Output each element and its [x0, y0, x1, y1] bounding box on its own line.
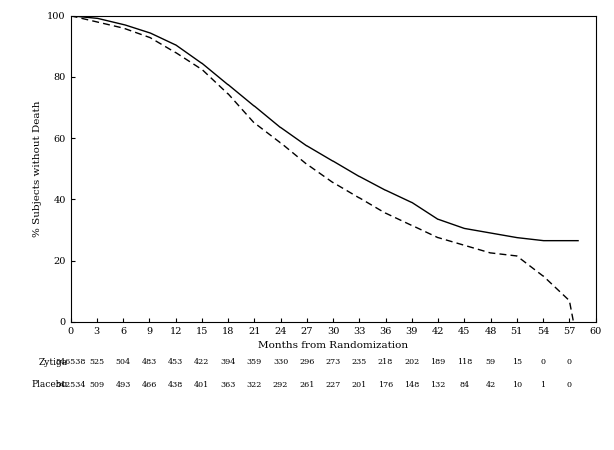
Text: 227: 227 — [325, 381, 341, 389]
Text: 201: 201 — [352, 381, 367, 389]
Text: 394: 394 — [220, 358, 236, 366]
Text: 0: 0 — [567, 358, 572, 366]
Text: 202: 202 — [404, 358, 419, 366]
Text: 504: 504 — [115, 358, 131, 366]
Text: 422: 422 — [194, 358, 209, 366]
Text: Zytiga: Zytiga — [39, 358, 68, 367]
Text: 322: 322 — [247, 381, 262, 389]
Text: 261: 261 — [299, 381, 314, 389]
X-axis label: Months from Randomization: Months from Randomization — [258, 341, 408, 350]
Text: 1: 1 — [540, 381, 546, 389]
Text: 363: 363 — [220, 381, 236, 389]
Text: 176: 176 — [378, 381, 393, 389]
Text: 59: 59 — [486, 358, 495, 366]
Text: 42: 42 — [486, 381, 495, 389]
Text: 493: 493 — [115, 381, 131, 389]
Text: 330: 330 — [273, 358, 288, 366]
Text: 218: 218 — [378, 358, 393, 366]
Text: 546538: 546538 — [55, 358, 86, 366]
Text: 84: 84 — [459, 381, 469, 389]
Text: 509: 509 — [89, 381, 104, 389]
Text: Placebo: Placebo — [31, 380, 68, 389]
Text: 466: 466 — [142, 381, 157, 389]
Text: 132: 132 — [430, 381, 446, 389]
Text: 359: 359 — [247, 358, 262, 366]
Text: 438: 438 — [168, 381, 183, 389]
Text: 525: 525 — [89, 358, 104, 366]
Text: 273: 273 — [325, 358, 341, 366]
Text: 401: 401 — [194, 381, 209, 389]
Text: 0: 0 — [567, 381, 572, 389]
Text: 10: 10 — [512, 381, 522, 389]
Text: 189: 189 — [430, 358, 446, 366]
Text: 118: 118 — [457, 358, 472, 366]
Text: 148: 148 — [404, 381, 419, 389]
Text: 15: 15 — [512, 358, 522, 366]
Text: 542534: 542534 — [55, 381, 86, 389]
Text: 483: 483 — [142, 358, 157, 366]
Text: 292: 292 — [273, 381, 289, 389]
Text: 453: 453 — [168, 358, 183, 366]
Text: 235: 235 — [352, 358, 367, 366]
Y-axis label: % Subjects without Death: % Subjects without Death — [33, 100, 42, 237]
Text: 296: 296 — [299, 358, 314, 366]
Text: 0: 0 — [540, 358, 546, 366]
